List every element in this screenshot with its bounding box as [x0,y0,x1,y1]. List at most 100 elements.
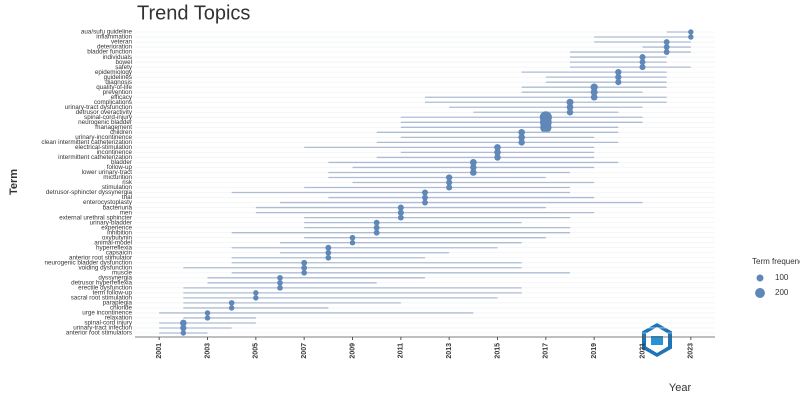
y-tick-label: oxybutynin [102,234,133,241]
term-dot [349,239,356,246]
term-dot [180,324,187,332]
term-dot [373,219,380,226]
y-tick-label: urge incontinence [82,310,132,317]
y-tick-label: enterocystoplasty [83,199,133,206]
y-tick-label: experience [101,224,132,231]
y-tick-label: complications [94,99,132,106]
y-tick-label: bowel [116,59,132,66]
y-tick-label: neurogenic bladder [78,119,132,126]
term-dot [470,169,477,176]
term-dot [518,139,525,146]
term-dot [446,174,453,181]
y-tick-label: quality-of-life [96,84,132,91]
term-dot [180,330,187,336]
y-tick-label: risk [122,179,133,186]
y-tick-label: chloride [110,305,133,312]
term-dot [494,144,501,151]
y-tick-label: erectile dysfunction [78,285,132,292]
y-tick-label: hyperreflexia [96,244,133,251]
y-tick-label: spinal-cord-injury [84,114,133,121]
term-dot [566,109,574,116]
y-tick-label: children [110,129,133,136]
y-tick-label: animal-model [94,239,132,246]
y-tick-label: men [120,209,133,216]
term-dot [590,83,598,91]
x-tick-label: 2023 [688,343,695,359]
x-tick-label: 2015 [494,343,501,359]
y-axis-label: Term [8,169,20,195]
term-dot [373,224,380,231]
y-tick-label: urinary-bladder [90,219,132,226]
y-tick-label: epidemiology [95,69,133,76]
y-tick-label: safety [115,64,133,71]
term-dot [639,64,646,71]
y-tick-label: trial [122,194,132,201]
y-tick-label: muscle [112,269,132,276]
term-dot [301,264,308,271]
y-tick-label: intermittent catheterization [58,154,132,161]
term-dot [397,209,404,216]
term-dot [615,69,622,76]
y-tick-label: micturition [103,174,132,181]
term-dot [325,244,332,251]
term-dot [446,179,453,186]
term-dot [615,74,622,81]
y-tick-label: sacral root stimulation [71,295,133,302]
term-dot [615,79,622,86]
x-tick-label: 2021 [639,343,646,359]
term-dot [277,280,283,286]
y-tick-label: electrical-stimulation [75,144,133,151]
legend-title: Term frequency [752,257,800,266]
y-tick-label: detrusor hyperreflexia [71,280,132,287]
x-tick-label: 2005 [253,343,260,359]
term-dot [663,49,670,55]
y-tick-label: anterior root stimulators [66,330,132,337]
x-axis-label: Year [669,382,692,394]
y-tick-label: inflammation [96,34,132,41]
y-tick-label: prevention [103,89,133,96]
term-dot [421,189,429,196]
y-tick-label: incontinence [97,149,133,156]
legend-label: 200 [775,288,789,297]
term-dot [590,88,598,96]
x-tick-label: 2013 [446,343,453,359]
x-tick-label: 2003 [204,343,211,359]
x-tick-label: 2019 [591,343,598,359]
y-tick-label: bacteriuria [103,204,133,211]
term-dot [639,59,646,66]
term-dot [325,249,332,256]
y-tick-label: individuals [103,54,132,61]
term-dot [253,295,259,301]
y-tick-label: bladder [111,159,132,166]
y-tick-label: urinary-tract dysfunction [65,104,133,111]
term-dot [373,229,380,236]
term-dot [469,159,477,166]
y-tick-label: neurogenic bladder dysfunction [44,259,132,266]
y-tick-label: term follow-up [92,290,132,297]
y-tick-label: urinary-tract infection [73,325,132,332]
term-dot [325,254,332,261]
y-tick-label: voiding dysfunction [78,264,132,271]
term-dot [349,234,356,241]
legend-dot [756,274,764,282]
term-dot [590,93,598,101]
term-dot [688,29,694,35]
term-dot [228,305,235,311]
x-tick-label: 2009 [349,343,356,359]
x-tick-label: 2001 [156,343,163,359]
term-dot [663,44,670,50]
term-dot [446,184,453,191]
y-tick-label: stimulation [102,184,133,191]
y-tick-label: efficacy [111,94,133,101]
term-dot [180,319,187,327]
y-tick-label: clean intermittent catheterization [41,139,132,146]
y-tick-label: dyssynergia [98,274,132,281]
y-tick-label: urinary-incontinence [75,134,132,141]
term-dot [688,34,694,40]
y-tick-label: spinal-cord injury [84,320,132,327]
term-dot [397,204,404,211]
y-tick-label: bladder function [87,49,132,56]
x-tick-label: 2011 [398,343,405,358]
term-dot [277,285,283,291]
